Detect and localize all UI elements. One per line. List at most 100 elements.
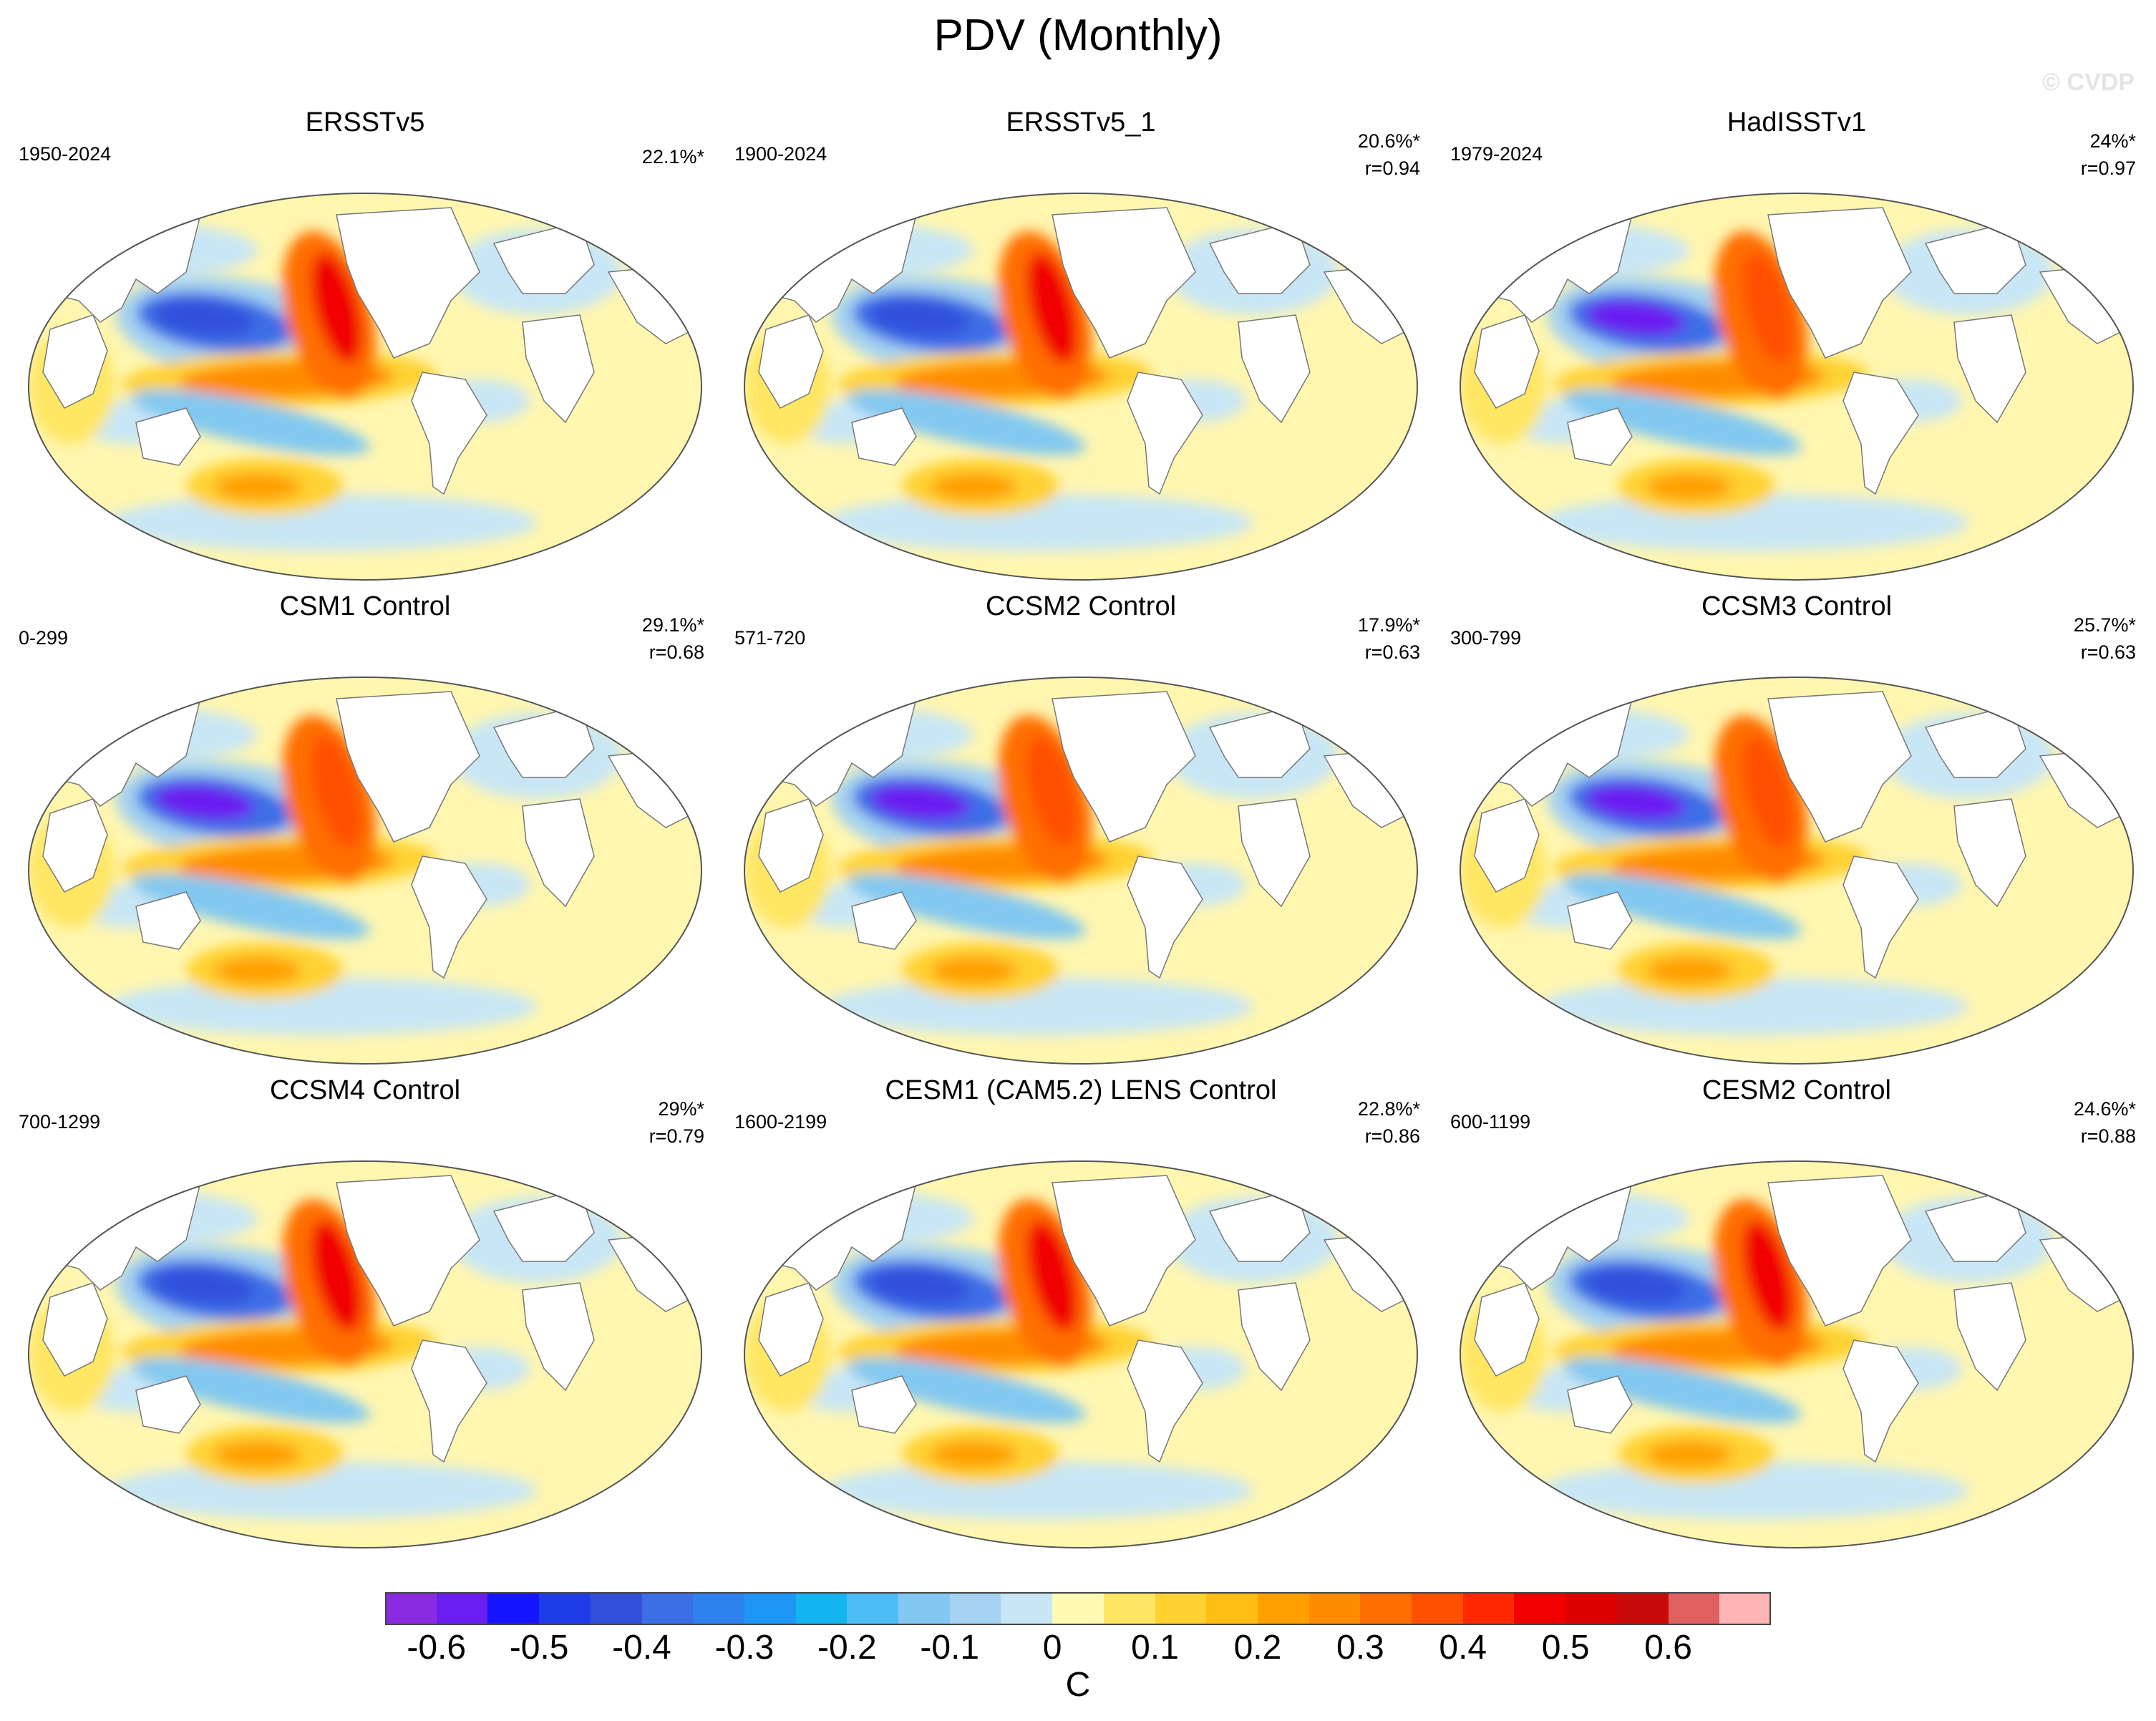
colorbar-segment	[1616, 1592, 1669, 1625]
pdv-map	[744, 677, 1418, 1065]
panel-period: 1979-2024	[1450, 143, 1543, 165]
pdv-map	[1460, 677, 2134, 1065]
pdv-map	[744, 193, 1418, 581]
panel-pattern-correlation: r=0.68	[649, 641, 704, 663]
map-panel: CCSM2 Control 571-720 17.9%* r=0.63	[723, 591, 1439, 1075]
panel-title: CCSM2 Control	[985, 591, 1177, 621]
map-frame	[1453, 670, 2140, 1071]
colorbar-segment	[1001, 1592, 1053, 1625]
anomaly-blob	[1646, 956, 1732, 985]
colorbar-tick-label: 0.6	[1644, 1629, 1692, 1667]
anomaly-blob	[1563, 1357, 1802, 1423]
continents	[1460, 1175, 2127, 1463]
colorbar-tick-label: 0.4	[1439, 1629, 1487, 1667]
colorbar-tick-label: 0.1	[1131, 1629, 1179, 1667]
map-panel: CCSM4 Control 700-1299 29%* r=0.79	[7, 1075, 723, 1559]
colorbar-segment	[1668, 1592, 1720, 1625]
panel-period: 1600-2199	[734, 1111, 827, 1133]
panel-variance-pct: 22.8%*	[1357, 1098, 1420, 1120]
pdv-map	[28, 1160, 702, 1548]
anomaly-blob	[131, 873, 370, 939]
anomaly-blob	[311, 736, 362, 848]
panel-stats: 22.1%*	[642, 143, 704, 170]
colorbar-segment	[1103, 1592, 1156, 1625]
anomaly-blob	[1026, 1220, 1078, 1332]
panel-variance-pct: 29%*	[658, 1098, 704, 1120]
panel-title: CSM1 Control	[279, 591, 451, 621]
colorbar-segment	[1360, 1592, 1412, 1625]
map-frame	[737, 670, 1424, 1071]
panel-variance-pct: 22.1%*	[641, 146, 704, 168]
pdv-map	[1460, 193, 2134, 581]
panel-variance-pct: 20.6%*	[1357, 130, 1420, 152]
panel-pattern-correlation: r=0.97	[2080, 157, 2136, 179]
anomaly-blob	[931, 472, 1016, 501]
anomaly-blob	[847, 1357, 1086, 1423]
anomaly-blob	[154, 1269, 254, 1304]
panel-period: 300-799	[1450, 627, 1522, 649]
panel-variance-pct: 25.7%*	[2073, 614, 2136, 636]
panel-title: CCSM3 Control	[1701, 591, 1893, 621]
panel-stats: 29%* r=0.79	[649, 1095, 704, 1150]
map-frame	[21, 1154, 709, 1555]
colorbar-segment	[385, 1592, 437, 1625]
anomaly-blob	[847, 389, 1086, 455]
anomaly-blob	[154, 301, 254, 336]
anomaly-blob	[215, 472, 301, 501]
panel-period: 571-720	[734, 627, 806, 649]
panel-stats: 22.8%* r=0.86	[1358, 1095, 1420, 1150]
map-panel: CSM1 Control 0-299 29.1%* r=0.68	[7, 591, 723, 1075]
colorbar-tick-label: -0.4	[612, 1629, 671, 1667]
panel-period: 1900-2024	[734, 143, 827, 165]
anomaly-blob	[1742, 252, 1794, 364]
anomaly-blob	[1646, 472, 1732, 501]
panel-variance-pct: 17.9%*	[1357, 614, 1420, 636]
panel-period: 0-299	[19, 627, 69, 649]
map-frame	[737, 1154, 1424, 1555]
panel-variance-pct: 29.1%*	[641, 614, 704, 636]
anomaly-blob	[1742, 1220, 1794, 1332]
colorbar-segment	[744, 1592, 797, 1625]
anomaly-blob	[131, 389, 370, 455]
map-frame	[737, 186, 1424, 587]
colorbar-segment	[1412, 1592, 1464, 1625]
colorbar-segment	[1052, 1592, 1104, 1625]
panel-stats: 29.1%* r=0.68	[642, 611, 704, 666]
colorbar-segment	[795, 1592, 848, 1625]
map-frame	[1453, 186, 2140, 587]
pdv-map	[744, 1160, 1418, 1548]
panel-period: 1950-2024	[19, 143, 112, 165]
anomaly-blob	[870, 1269, 970, 1304]
anomaly-blob	[1586, 785, 1686, 820]
panel-variance-pct: 24.6%*	[2073, 1098, 2136, 1120]
panel-stats: 20.6%* r=0.94	[1358, 127, 1420, 182]
colorbar-segment	[487, 1592, 540, 1625]
colorbar-segment	[1257, 1592, 1310, 1625]
panel-title: ERSSTv5_1	[1006, 107, 1156, 137]
anomaly-blob	[215, 1440, 301, 1469]
panel-stats: 24.6%* r=0.88	[2074, 1095, 2136, 1150]
panel-period: 700-1299	[19, 1111, 101, 1133]
colorbar-segment	[1206, 1592, 1258, 1625]
anomaly-blob	[1742, 736, 1794, 848]
colorbar	[385, 1592, 1772, 1625]
map-panel: ERSSTv5_1 1900-2024 20.6%* r=0.94	[723, 107, 1439, 591]
panel-title: CCSM4 Control	[269, 1075, 461, 1105]
panel-variance-pct: 24%*	[2089, 130, 2136, 152]
colorbar-segment	[949, 1592, 1001, 1625]
anomaly-blob	[311, 1220, 362, 1332]
anomaly-blob	[1026, 736, 1078, 848]
anomaly-blob	[1586, 301, 1686, 336]
pdv-map	[28, 193, 702, 581]
pdv-map	[1460, 1160, 2134, 1548]
colorbar-unit: C	[1065, 1666, 1091, 1704]
continents	[744, 207, 1411, 495]
colorbar-tick-label: 0.5	[1541, 1629, 1590, 1667]
panel-pattern-correlation: r=0.86	[1364, 1125, 1420, 1147]
panel-pattern-correlation: r=0.88	[2080, 1125, 2136, 1147]
watermark: © CVDP	[2042, 69, 2135, 96]
panel-stats: 24%* r=0.97	[2081, 127, 2136, 182]
panel-title: ERSSTv5	[305, 107, 425, 137]
panel-stats: 25.7%* r=0.63	[2074, 611, 2136, 666]
map-panel: ERSSTv5 1950-2024 22.1%*	[7, 107, 723, 591]
